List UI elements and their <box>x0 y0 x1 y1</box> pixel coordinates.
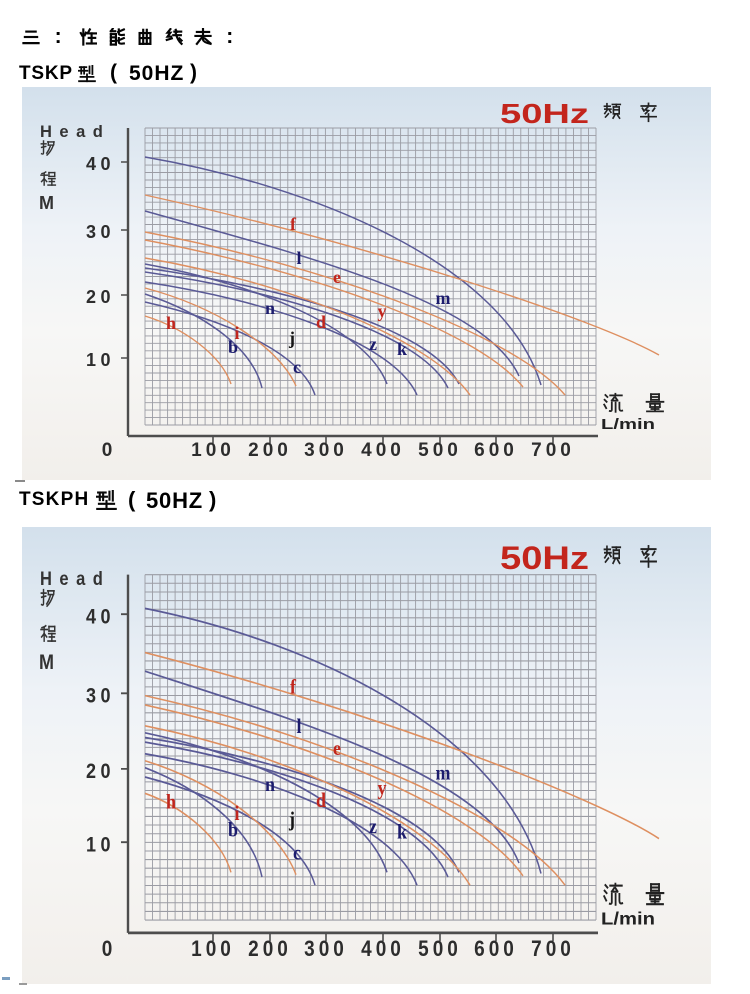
svg-text:y: y <box>377 777 386 800</box>
svg-text:z: z <box>369 816 377 839</box>
svg-text:30: 30 <box>86 684 115 708</box>
svg-text:10: 10 <box>86 833 115 857</box>
svg-text:0: 0 <box>102 440 117 461</box>
svg-text:f: f <box>290 676 296 699</box>
svg-text:j: j <box>288 328 295 348</box>
svg-text:e: e <box>333 738 341 761</box>
svg-text:200: 200 <box>248 440 292 461</box>
svg-text:20: 20 <box>86 760 115 784</box>
svg-text:500: 500 <box>418 937 462 962</box>
svg-text:M: M <box>39 651 54 675</box>
svg-text:40: 40 <box>86 154 115 174</box>
svg-text:Head: Head <box>40 123 110 141</box>
svg-text:700: 700 <box>531 937 575 962</box>
svg-text:f: f <box>290 214 297 234</box>
svg-text:10: 10 <box>86 350 115 370</box>
svg-text:l: l <box>296 716 302 739</box>
svg-text:d: d <box>316 312 326 332</box>
svg-text:e: e <box>333 267 341 287</box>
svg-text:m: m <box>436 762 451 785</box>
svg-text:40: 40 <box>86 605 115 629</box>
svg-text:i: i <box>234 323 239 343</box>
svg-text:y: y <box>378 301 387 321</box>
svg-text:c: c <box>293 357 301 377</box>
svg-text:k: k <box>397 821 407 844</box>
svg-text:30: 30 <box>86 222 115 242</box>
svg-text:z: z <box>369 334 377 354</box>
svg-text:700: 700 <box>531 440 575 461</box>
svg-text:i: i <box>234 803 240 826</box>
svg-text:200: 200 <box>248 937 292 962</box>
svg-text:20: 20 <box>86 287 115 307</box>
svg-text:h: h <box>166 791 176 814</box>
svg-text:Head: Head <box>40 568 110 589</box>
svg-text:100: 100 <box>191 937 235 962</box>
svg-text:l: l <box>296 248 301 268</box>
svg-text:300: 300 <box>304 937 348 962</box>
svg-text:600: 600 <box>474 440 518 461</box>
svg-text:L/min: L/min <box>601 416 655 433</box>
svg-text:600: 600 <box>474 937 518 962</box>
svg-text:300: 300 <box>304 440 348 461</box>
svg-text:n: n <box>265 298 275 318</box>
svg-text:h: h <box>166 313 176 333</box>
svg-text:400: 400 <box>361 937 405 962</box>
svg-text:d: d <box>316 790 326 813</box>
svg-text:0: 0 <box>102 937 117 962</box>
svg-text:100: 100 <box>191 440 235 461</box>
svg-text:b: b <box>228 819 238 842</box>
svg-text:M: M <box>39 193 54 213</box>
svg-text:k: k <box>397 339 407 359</box>
svg-text:j: j <box>288 809 295 832</box>
svg-text:n: n <box>265 774 275 797</box>
svg-text:L/min: L/min <box>601 910 655 929</box>
svg-text:m: m <box>436 288 451 308</box>
svg-text:500: 500 <box>418 440 462 461</box>
svg-text:50Hz: 50Hz <box>500 98 589 129</box>
svg-text:c: c <box>293 842 301 865</box>
svg-text:50Hz: 50Hz <box>500 541 589 576</box>
svg-text:b: b <box>228 337 238 357</box>
svg-text:400: 400 <box>361 440 405 461</box>
